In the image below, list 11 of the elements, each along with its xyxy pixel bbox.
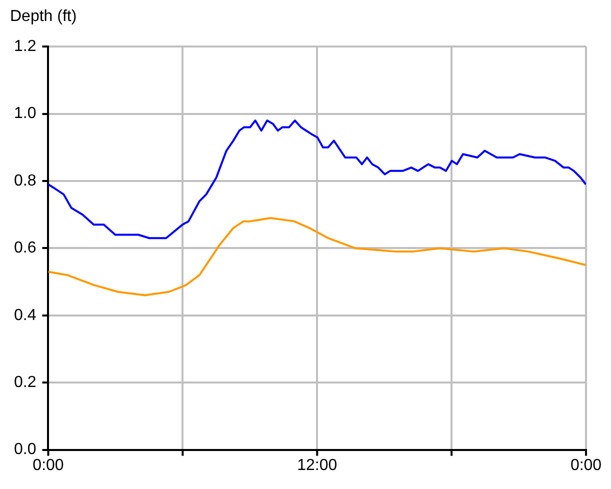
- y-tick-label: 0.8: [14, 172, 36, 190]
- y-tick-label: 0.0: [14, 441, 36, 458]
- x-tick-label: 0:00: [570, 456, 602, 474]
- y-axis-title: Depth (ft): [10, 8, 77, 26]
- y-tick-label: 0.2: [14, 374, 36, 392]
- y-tick-label: 0.6: [14, 240, 36, 257]
- y-tick-label: 0.4: [14, 306, 36, 324]
- y-tick-label: 1.2: [14, 38, 36, 56]
- x-tick-label: 0:00: [32, 456, 64, 474]
- x-tick-label: 12:00: [297, 456, 338, 474]
- y-tick-label: 1.0: [14, 105, 36, 122]
